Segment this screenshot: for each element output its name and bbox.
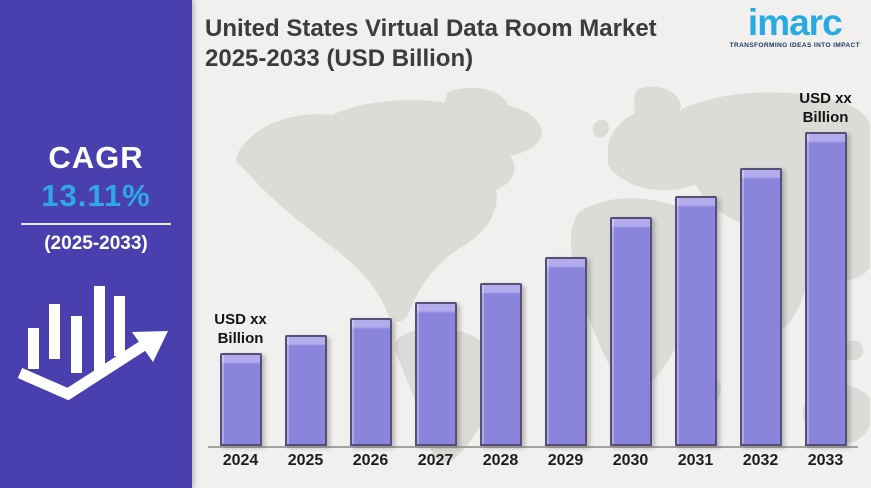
year-label-2024: 2024 (222, 452, 259, 469)
plot-area: USD xx Billion USD xx Billion (208, 0, 858, 448)
year-label-2031: 2031 (677, 452, 714, 469)
imarc-logo-text: imarc (747, 2, 843, 43)
x-axis-labels: 2024 2025 2026 2027 2028 2029 2030 2031 2032 2033 (208, 452, 858, 470)
bar-slot-2032 (728, 168, 793, 446)
year-label-2027: 2027 (417, 452, 454, 469)
bar-slot-2031 (663, 196, 728, 446)
year-label-2032: 2032 (742, 452, 779, 469)
year-label-2033: 2033 (807, 452, 844, 469)
year-label-2028: 2028 (482, 452, 519, 469)
year-label-2025: 2025 (287, 452, 324, 469)
bar-slot-2029 (533, 257, 598, 446)
imarc-logo-tagline: TRANSFORMING IDEAS INTO IMPACT (729, 42, 860, 49)
divider (21, 223, 171, 225)
chart-region: United States Virtual Data Room Market 2… (192, 0, 871, 488)
cagr-panel: CAGR 13.11% (2025-2033) (0, 0, 192, 488)
bar-2033: USD xx Billion (799, 90, 852, 446)
bar-chart: USD xx Billion USD xx Billion 2024 2025 202… (208, 0, 858, 488)
cagr-value: 13.11% (41, 178, 151, 213)
bar-2030 (609, 217, 652, 446)
cagr-period: (2025-2033) (44, 233, 148, 254)
bar-slot-2033: USD xx Billion (793, 90, 858, 446)
bar-2024: USD xx Billion (214, 311, 267, 446)
bar-slot-2027 (403, 302, 468, 446)
year-label-2030: 2030 (612, 452, 649, 469)
bar-2026 (349, 318, 392, 446)
year-label-2026: 2026 (352, 452, 389, 469)
cagr-label: CAGR (48, 140, 144, 175)
bar-slot-2025 (273, 335, 338, 446)
page-title-line1: United States Virtual Data Room Market (205, 15, 657, 42)
bar-slot-2024: USD xx Billion (208, 311, 273, 446)
page-title: United States Virtual Data Room Market 2… (205, 14, 725, 74)
bar-2032 (739, 168, 782, 446)
bar-slot-2030 (598, 217, 663, 446)
bar-value-label-2033: USD xx Billion (799, 90, 852, 126)
year-label-2029: 2029 (547, 452, 584, 469)
bar-value-label-2024: USD xx Billion (214, 311, 267, 347)
page-title-line2: 2025-2033 (USD Billion) (205, 45, 474, 72)
bar-2028 (479, 283, 522, 446)
bar-2025 (284, 335, 327, 446)
bar-2031 (674, 196, 717, 446)
bar-slot-2026 (338, 318, 403, 446)
bar-slot-2028 (468, 283, 533, 446)
bar-2029 (544, 257, 587, 446)
growth-chart-icon (17, 286, 168, 401)
imarc-logo: imarc TRANSFORMING IDEAS INTO IMPACT (729, 2, 860, 49)
bar-2027 (414, 302, 457, 446)
